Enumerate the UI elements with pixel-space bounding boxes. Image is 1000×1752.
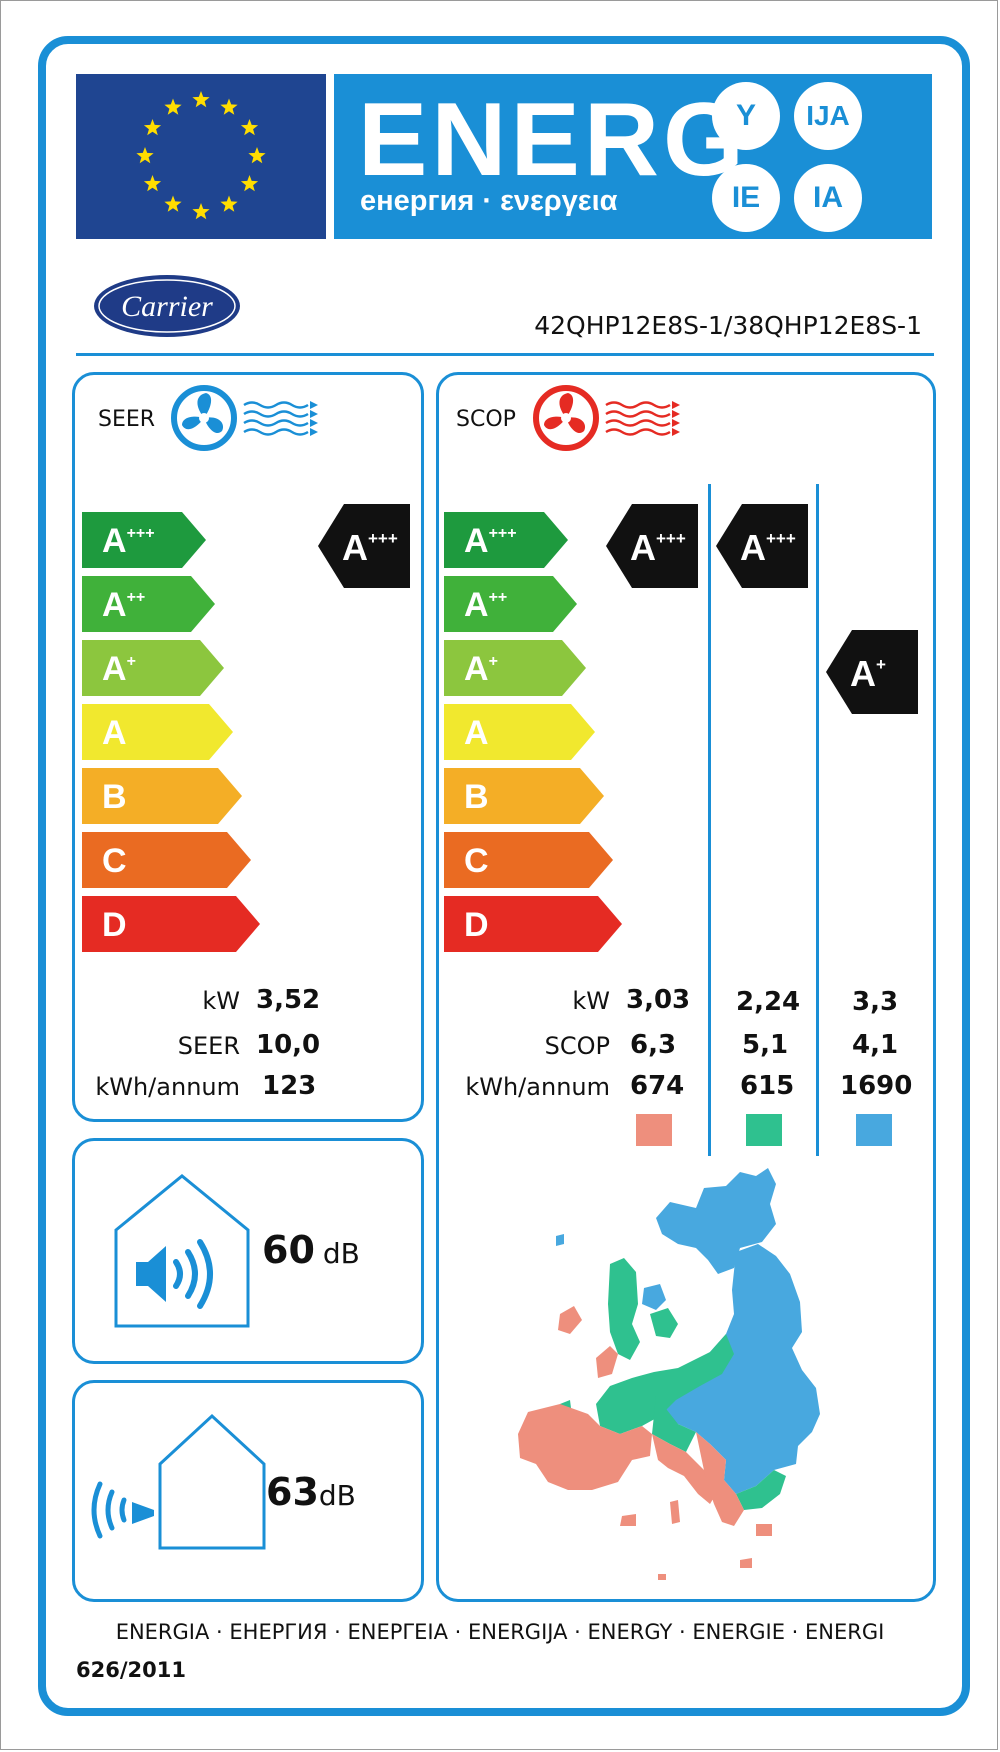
eu-star-icon <box>240 119 259 136</box>
label-border <box>38 36 970 1716</box>
indoor-noise-panel <box>72 1138 424 1364</box>
carrier-logo: Carrier <box>92 272 242 345</box>
scop-rating-arrow-average: A+++ <box>716 504 808 593</box>
scop-row-label: kWh/annum <box>465 1073 610 1101</box>
svg-text:B: B <box>102 778 127 816</box>
eu-star-icon <box>220 195 238 212</box>
eu-star-icon <box>192 91 210 108</box>
scop-average-kw: 2,24 <box>736 987 801 1017</box>
eu-star-icon <box>248 147 266 164</box>
eu-star-icon <box>143 175 162 192</box>
language-circle-ia: IA <box>794 164 862 232</box>
eu-star-icon <box>164 98 182 115</box>
zone-divider <box>708 484 711 1156</box>
scop-row-label: kW <box>572 987 610 1015</box>
seer-row-value: 123 <box>262 1071 317 1101</box>
energy-class-bar-b: B <box>82 768 242 829</box>
indoor-unit-speaker-icon <box>112 1172 252 1337</box>
language-circle-y: Y <box>712 82 780 150</box>
climate-zone-cold-swatch <box>856 1114 892 1146</box>
seer-panel <box>72 372 424 1122</box>
scop-rating-arrow-cold: A+ <box>826 630 918 719</box>
svg-text:A: A <box>464 714 489 752</box>
eu-star-icon <box>220 98 238 115</box>
indoor-noise-readout: 60 dB <box>262 1228 360 1272</box>
scop-panel <box>436 372 936 1602</box>
scop-title: SCOP <box>456 407 516 432</box>
scop-cold-scop: 4,1 <box>852 1030 899 1060</box>
svg-text:A: A <box>102 714 127 752</box>
zone-divider <box>816 484 819 1156</box>
svg-text:C: C <box>464 842 489 880</box>
energy-languages-footer: ENERGIA · ЕНЕРГИЯ · ΕΝΕΡΓΕΙΑ · ENERGIJA … <box>115 1620 885 1644</box>
seer-row-value: 3,52 <box>256 985 321 1015</box>
outdoor-noise-readout: 63dB <box>266 1470 356 1514</box>
energy-title: ENERG <box>358 82 748 198</box>
brand-logo-text: Carrier <box>121 290 213 323</box>
scop-warm-kw: 3,03 <box>626 985 691 1015</box>
energy-class-bar-a: A <box>82 704 233 765</box>
cooling-fan-icon <box>170 383 330 458</box>
energy-class-bar-appp: A+++ <box>444 512 568 573</box>
climate-zone-warm-swatch <box>636 1114 672 1146</box>
scop-cold-kw: 3,3 <box>852 987 899 1017</box>
seer-row-label: kW <box>202 987 240 1015</box>
scop-average-kwh: 615 <box>740 1071 795 1101</box>
outdoor-unit-speaker-icon <box>88 1412 268 1557</box>
climate-zone-average-swatch <box>746 1114 782 1146</box>
language-circle-ie: IE <box>712 164 780 232</box>
svg-text:A++: A++ <box>102 586 145 624</box>
energy-class-bar-ap: A+ <box>82 640 224 701</box>
indoor-noise-value: 60 <box>262 1228 315 1272</box>
energy-subtitle: енергия · ενεργεια <box>360 185 618 217</box>
eu-star-icon <box>136 147 154 164</box>
energy-class-bar-c: C <box>444 832 613 893</box>
seer-title: SEER <box>98 407 156 432</box>
energy-class-bar-a: A <box>444 704 595 765</box>
energy-class-bar-appp: A+++ <box>82 512 206 573</box>
scop-row-label: SCOP <box>544 1032 610 1060</box>
svg-text:D: D <box>102 906 127 944</box>
energy-class-bar-b: B <box>444 768 604 829</box>
outdoor-noise-unit: dB <box>318 1479 356 1512</box>
europe-climate-map <box>500 1164 880 1599</box>
energy-class-bar-c: C <box>82 832 251 893</box>
eu-star-icon <box>143 119 162 136</box>
model-number: 42QHP12E8S-1/38QHP12E8S-1 <box>534 311 922 340</box>
outdoor-noise-value: 63 <box>266 1470 319 1514</box>
svg-text:C: C <box>102 842 127 880</box>
svg-text:D: D <box>464 906 489 944</box>
eu-star-icon <box>240 175 259 192</box>
seer-rating-arrow: A+++ <box>318 504 410 593</box>
scop-warm-scop: 6,3 <box>630 1030 677 1060</box>
energy-class-bar-app: A++ <box>82 576 215 637</box>
eu-flag <box>76 74 326 239</box>
energy-class-bar-app: A++ <box>444 576 577 637</box>
scop-rating-arrow-warm: A+++ <box>606 504 698 593</box>
language-circle-ija: IJA <box>794 82 862 150</box>
eu-star-icon <box>164 195 182 212</box>
indoor-noise-unit: dB <box>322 1237 360 1270</box>
regulation-number: 626/2011 <box>76 1658 186 1682</box>
energy-class-bar-d: D <box>82 896 260 957</box>
svg-text:B: B <box>464 778 489 816</box>
eu-star-icon <box>192 203 210 220</box>
energy-class-bar-ap: A+ <box>444 640 586 701</box>
outdoor-noise-panel <box>72 1380 424 1602</box>
scop-cold-kwh: 1690 <box>840 1071 913 1101</box>
heating-fan-icon <box>532 383 692 458</box>
seer-row-label: SEER <box>177 1032 240 1060</box>
eu-stars-icon <box>136 91 266 220</box>
seer-row-label: kWh/annum <box>95 1073 240 1101</box>
scop-average-scop: 5,1 <box>742 1030 789 1060</box>
seer-row-value: 10,0 <box>256 1030 321 1060</box>
energy-class-bar-d: D <box>444 896 622 957</box>
scop-warm-kwh: 674 <box>630 1071 685 1101</box>
divider <box>76 353 934 356</box>
